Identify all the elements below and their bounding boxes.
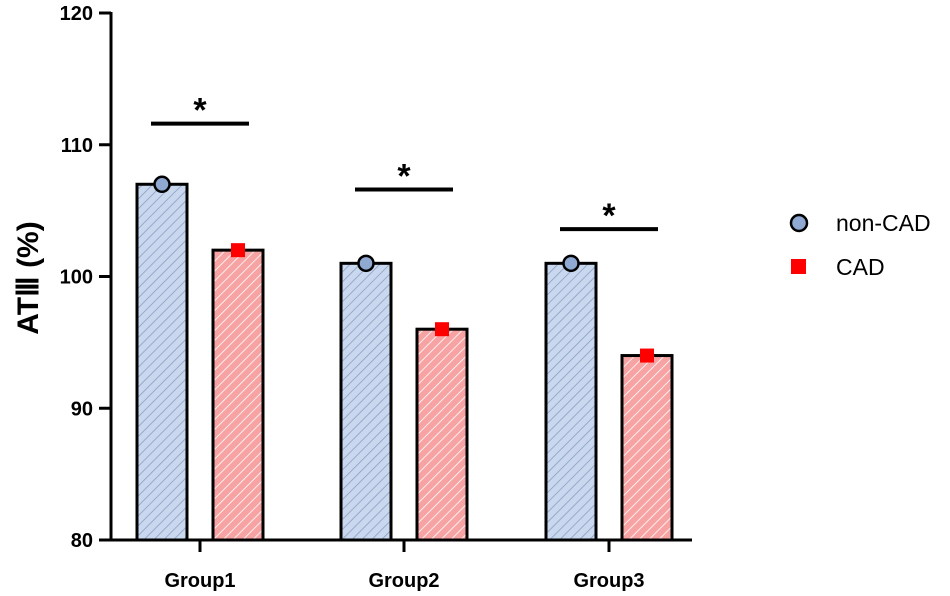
bar	[620, 354, 674, 542]
y-tick-label: 80	[71, 530, 93, 552]
bar	[415, 327, 469, 542]
legend-marker-non-cad	[789, 213, 809, 233]
x-ticks-group: Group1 Group2 Group3	[164, 540, 645, 592]
x-tick-label: Group1	[164, 570, 235, 592]
data-point	[640, 348, 654, 363]
significance-star: *	[602, 197, 616, 235]
legend-marker-cad	[791, 259, 806, 274]
y-ticks-group: 80 90 100 110 120	[60, 3, 111, 552]
x-tick-label: Group3	[573, 570, 644, 592]
y-tick-label: 120	[60, 3, 93, 25]
data-point	[153, 175, 171, 194]
markers-group	[153, 175, 654, 363]
significance-star: *	[193, 92, 207, 130]
x-tick-label: Group2	[368, 570, 439, 592]
bar	[211, 248, 265, 542]
y-tick-label: 110	[61, 135, 93, 157]
bar	[339, 261, 393, 542]
data-point	[231, 243, 245, 258]
y-tick-label: 100	[60, 267, 93, 289]
data-point	[562, 254, 580, 273]
significance-star: *	[397, 158, 411, 196]
bar	[544, 261, 598, 542]
bars-group	[135, 182, 674, 542]
y-tick-label: 90	[71, 398, 93, 420]
legend-label-non-cad: non-CAD	[836, 210, 931, 236]
data-point	[357, 254, 375, 273]
bar	[135, 182, 189, 542]
legend-label-cad: CAD	[836, 254, 885, 280]
significance-group: * * *	[151, 92, 658, 235]
legend: non-CAD CAD	[789, 210, 931, 280]
data-point	[435, 322, 449, 337]
y-axis-title: ATⅢ (%)	[12, 221, 45, 334]
